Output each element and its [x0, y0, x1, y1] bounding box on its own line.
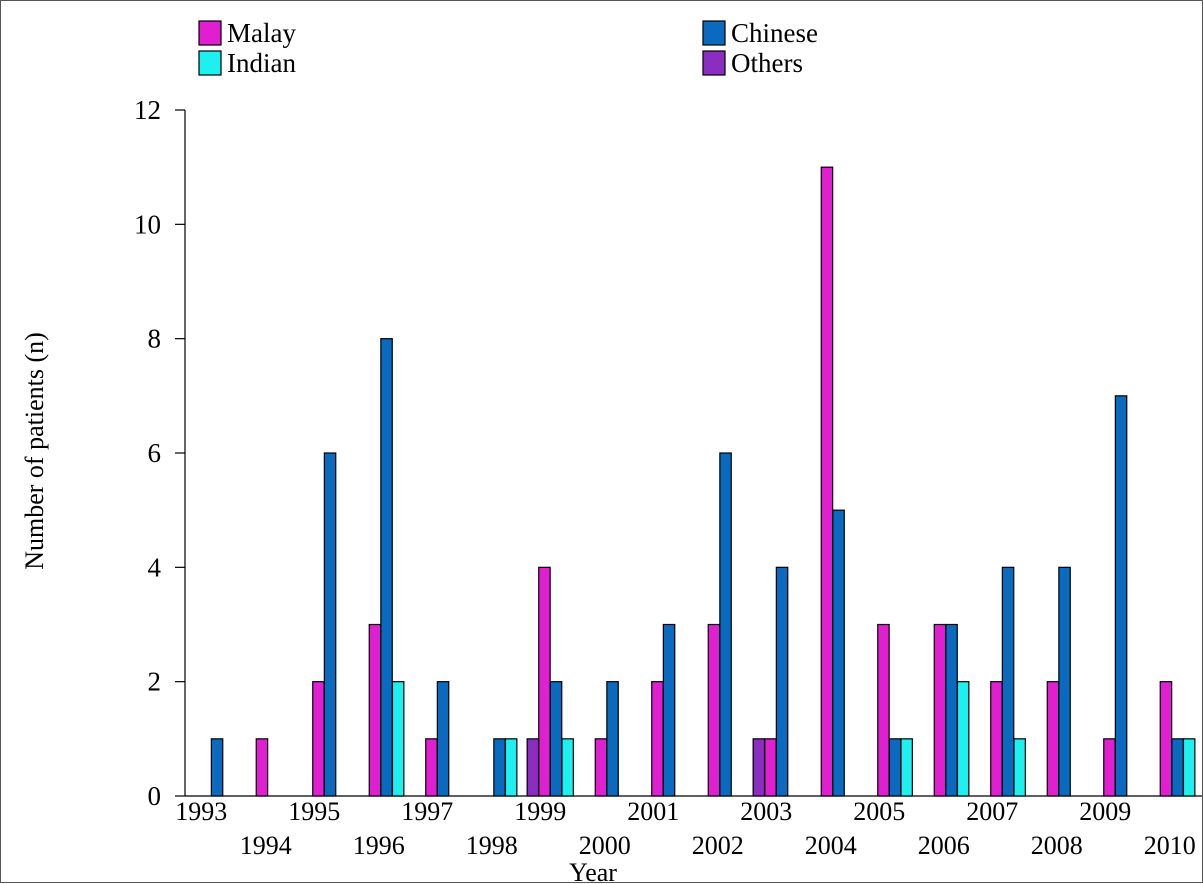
- bar-malay-2003: [764, 738, 777, 797]
- legend-swatch-others: [702, 50, 726, 76]
- x-axis: 1993 1994 1995 1996 1997 1998 1999 2000 2001 2002…: [175, 795, 1202, 860]
- legend-label-malay: Malay: [227, 18, 296, 48]
- x-tick-label: 2004: [805, 831, 857, 860]
- x-tick-label: 2001: [627, 797, 679, 826]
- y-tick-label: 12: [134, 95, 161, 125]
- y-tick-label: 0: [148, 781, 162, 811]
- x-tick-label: 1995: [288, 797, 340, 826]
- legend-swatch-indian: [198, 50, 222, 76]
- bar-chinese-2004: [832, 509, 845, 797]
- bar-malay-1995: [312, 681, 325, 797]
- x-tick-label: 2008: [1031, 831, 1083, 860]
- legend-label-indian: Indian: [227, 48, 296, 78]
- bar-malay-2007: [990, 681, 1003, 797]
- bar-malay-1997: [425, 738, 438, 797]
- bar-others-2003: [752, 738, 766, 797]
- legend: Malay Chinese Indian Others: [198, 18, 818, 78]
- y-tick-label: 6: [148, 438, 162, 468]
- bar-malay-1994: [255, 738, 269, 797]
- bar-chinese-1993: [210, 738, 224, 797]
- bar-malay-2000: [594, 738, 608, 797]
- x-tick-label: 1998: [466, 831, 518, 860]
- y-tick-label: 10: [134, 209, 161, 239]
- x-tick-label: 2005: [853, 797, 905, 826]
- bar-chinese-1998: [493, 738, 506, 797]
- bar-malay-2009: [1103, 738, 1116, 797]
- bar-chinese-2003: [775, 566, 789, 797]
- x-tick-label: 2006: [918, 831, 970, 860]
- bar-malay-2006: [933, 623, 947, 797]
- bar-indian-2005: [900, 738, 913, 797]
- bar-chinese-1999: [549, 681, 563, 797]
- bar-chinese-2006: [945, 623, 958, 797]
- bar-indian-1998: [504, 738, 518, 797]
- bar-chinese-1996: [380, 338, 393, 797]
- y-tick-label: 2: [148, 667, 162, 697]
- bar-indian-2007: [1013, 738, 1026, 797]
- bar-chinese-1997: [436, 681, 450, 797]
- bar-malay-2002: [707, 623, 721, 797]
- bar-chinese-2010: [1171, 738, 1184, 797]
- bar-malay-1996: [368, 623, 382, 797]
- bar-chinese-1995: [323, 452, 337, 797]
- y-axis-label: Number of patients (n): [20, 332, 49, 570]
- bar-malay-2001: [651, 681, 664, 797]
- x-tick-label: 1997: [401, 797, 453, 826]
- bar-others-1999: [526, 738, 540, 797]
- bar-chinese-2008: [1058, 566, 1071, 797]
- x-tick-label: 2010: [1144, 831, 1196, 860]
- y-tick-label: 8: [148, 324, 162, 354]
- bar-chinese-2000: [606, 681, 619, 797]
- x-tick-label: 2002: [692, 831, 744, 860]
- x-tick-label: 2007: [966, 797, 1018, 826]
- bars: [210, 166, 1196, 797]
- bar-indian-2006: [956, 681, 970, 797]
- x-tick-label: 2009: [1079, 797, 1131, 826]
- bar-chinese-2001: [662, 623, 676, 797]
- legend-swatch-chinese: [702, 20, 726, 46]
- bar-malay-2008: [1046, 681, 1060, 797]
- legend-label-others: Others: [731, 48, 803, 78]
- x-tick-label: 1994: [240, 831, 292, 860]
- x-tick-label: 1996: [353, 831, 405, 860]
- bar-malay-2004: [820, 166, 834, 797]
- x-tick-label: 2000: [579, 831, 631, 860]
- bar-indian-1996: [391, 681, 405, 797]
- bar-chinese-2009: [1114, 395, 1128, 797]
- x-tick-label: 2003: [740, 797, 792, 826]
- bar-chinese-2002: [719, 452, 732, 797]
- x-axis-label: Year: [569, 858, 617, 884]
- y-axis: 0 2 4 6 8 10 12: [134, 95, 186, 811]
- bar-chinese-2005: [888, 738, 902, 797]
- bar-malay-2010: [1159, 681, 1173, 797]
- bar-malay-2005: [877, 623, 890, 797]
- x-tick-label: 1999: [514, 797, 566, 826]
- bar-chinese-2007: [1001, 566, 1015, 797]
- bar-indian-1999: [561, 738, 574, 797]
- y-tick-label: 4: [148, 552, 162, 582]
- legend-swatch-malay: [198, 20, 222, 46]
- bar-malay-1999: [538, 566, 551, 797]
- x-tick-label: 1993: [175, 797, 227, 826]
- legend-label-chinese: Chinese: [731, 18, 818, 48]
- bar-indian-2010: [1182, 738, 1196, 797]
